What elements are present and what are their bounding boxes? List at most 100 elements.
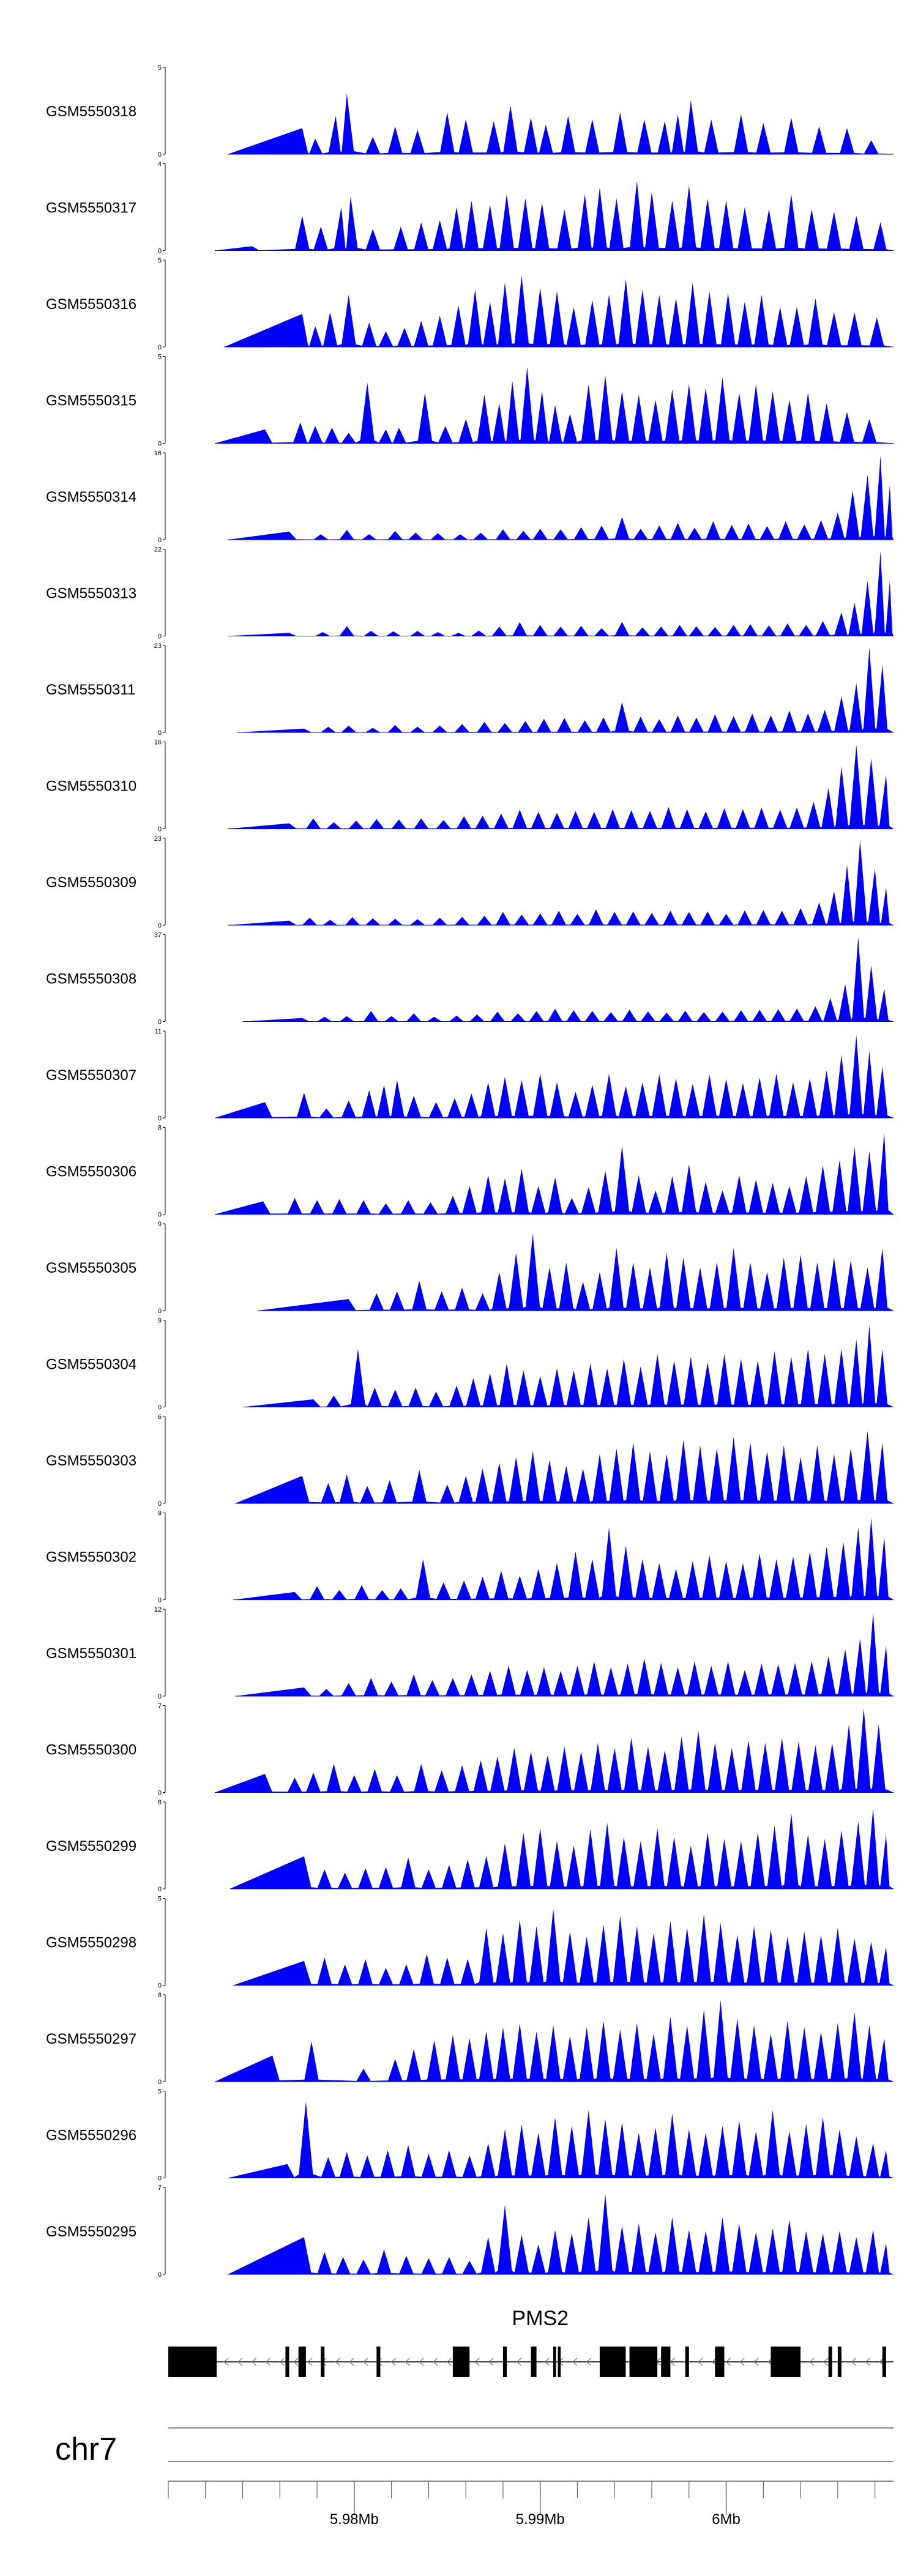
signal-area (228, 2101, 894, 2178)
y-tick-label-max: 37 (154, 932, 162, 939)
y-tick-label-min: 0 (158, 1500, 162, 1508)
track-GSM5550309: GSM5550309 23 0 (46, 835, 894, 929)
y-tick-label-max: 23 (154, 642, 162, 650)
track-GSM5550306: GSM5550306 8 0 (46, 1125, 894, 1219)
signal-area (235, 1431, 894, 1503)
y-tick-label-max: 9 (158, 1317, 162, 1325)
strand-arrow (544, 2358, 550, 2366)
exon (771, 2347, 801, 2377)
y-tick-label-max: 4 (158, 161, 162, 168)
strand-arrow (474, 2358, 480, 2366)
y-tick-label-min: 0 (158, 1404, 162, 1412)
track-GSM5550316: GSM5550316 5 0 (46, 257, 894, 351)
track-label: GSM5550307 (46, 1067, 136, 1084)
strand-arrow (405, 2358, 410, 2366)
strand-arrow (725, 2358, 731, 2366)
y-tick-label-min: 0 (158, 633, 162, 641)
signal-area (235, 1612, 894, 1696)
strand-arrow (251, 2358, 257, 2366)
signal-area (242, 937, 894, 1022)
y-tick-label-max: 16 (154, 450, 162, 457)
track-GSM5550300: GSM5550300 7 0 (46, 1703, 894, 1797)
chromosome-ideogram: chr7 (55, 2427, 894, 2467)
track-label: GSM5550297 (46, 2031, 136, 2047)
gene-model (168, 2347, 894, 2377)
signal-area (228, 93, 894, 154)
track-label: GSM5550299 (46, 1838, 136, 1855)
strand-arrow (572, 2358, 578, 2366)
exon (298, 2347, 306, 2377)
strand-arrow (698, 2358, 703, 2366)
track-label: GSM5550300 (46, 1742, 136, 1759)
y-tick-label-max: 5 (158, 64, 162, 72)
signal-area (228, 2194, 894, 2274)
track-GSM5550298: GSM5550298 5 0 (46, 1896, 894, 1990)
y-tick-label-min: 0 (158, 826, 162, 833)
signal-area (215, 1133, 894, 1215)
strand-arrow (279, 2358, 285, 2366)
track-GSM5550318: GSM5550318 5 0 (46, 64, 894, 158)
y-tick-label-max: 8 (158, 1992, 162, 1999)
track-GSM5550302: GSM5550302 9 0 (46, 1510, 894, 1604)
y-tick-label-min: 0 (158, 1982, 162, 1990)
track-GSM5550295: GSM5550295 7 0 (46, 2184, 894, 2279)
exon (502, 2347, 507, 2377)
track-label: GSM5550303 (46, 1453, 136, 1469)
strand-arrow (586, 2358, 592, 2366)
signal-area (230, 1808, 894, 1889)
track-label: GSM5550298 (46, 1935, 136, 1951)
track-label: GSM5550311 (46, 682, 135, 698)
y-tick-label-max: 9 (158, 1221, 162, 1228)
y-tick-label-min: 0 (158, 344, 162, 351)
y-tick-label-min: 0 (158, 1886, 162, 1893)
signal-area (233, 1908, 894, 1986)
y-tick-label-min: 0 (158, 537, 162, 544)
y-tick-label-min: 0 (158, 729, 162, 737)
chromosome-label: chr7 (55, 2432, 117, 2467)
track-GSM5550301: GSM5550301 12 0 (46, 1606, 894, 1700)
y-tick-label-min: 0 (158, 1308, 162, 1315)
strand-arrow (823, 2358, 829, 2366)
track-label: GSM5550302 (46, 1549, 136, 1566)
track-GSM5550307: GSM5550307 11 0 (46, 1028, 894, 1122)
track-GSM5550317: GSM5550317 4 0 (46, 161, 894, 255)
exon (558, 2347, 561, 2377)
signal-area (215, 1708, 894, 1793)
y-tick-label-max: 11 (155, 1028, 162, 1035)
strand-arrow (307, 2358, 313, 2366)
track-label: GSM5550301 (46, 1645, 136, 1662)
strand-arrow (265, 2358, 271, 2366)
strand-arrow (739, 2358, 745, 2366)
signal-area (215, 367, 894, 444)
y-tick-label-min: 0 (158, 2175, 162, 2183)
strand-arrow (809, 2358, 815, 2366)
y-tick-label-max: 5 (158, 1896, 162, 1903)
y-tick-label-max: 5 (158, 2088, 162, 2096)
exon (599, 2347, 626, 2377)
strand-arrow (363, 2358, 368, 2366)
y-tick-label-min: 0 (158, 151, 162, 158)
y-tick-label-min: 0 (158, 922, 162, 929)
track-label: GSM5550309 (46, 874, 136, 891)
track-GSM5550310: GSM5550310 16 0 (46, 739, 894, 833)
track-label: GSM5550308 (46, 971, 136, 988)
signal-area (233, 1517, 894, 1600)
strand-arrow (446, 2358, 452, 2366)
track-GSM5550303: GSM5550303 6 0 (46, 1413, 894, 1508)
y-tick-label-min: 0 (158, 2079, 162, 2086)
y-tick-label-max: 5 (158, 354, 162, 361)
track-GSM5550304: GSM5550304 9 0 (46, 1317, 894, 1412)
signal-area (228, 455, 894, 540)
exon (553, 2347, 556, 2377)
exon (629, 2347, 658, 2377)
track-GSM5550314: GSM5550314 16 0 (46, 450, 894, 544)
track-GSM5550296: GSM5550296 5 0 (46, 2088, 894, 2183)
track-label: GSM5550316 (46, 296, 136, 313)
track-label: GSM5550313 (46, 586, 136, 602)
y-tick-label-min: 0 (158, 1790, 162, 1797)
exon (168, 2347, 217, 2377)
y-tick-label-max: 7 (158, 1703, 162, 1710)
y-tick-label-min: 0 (158, 1019, 162, 1026)
exon (837, 2347, 842, 2377)
strand-arrow (516, 2358, 522, 2366)
